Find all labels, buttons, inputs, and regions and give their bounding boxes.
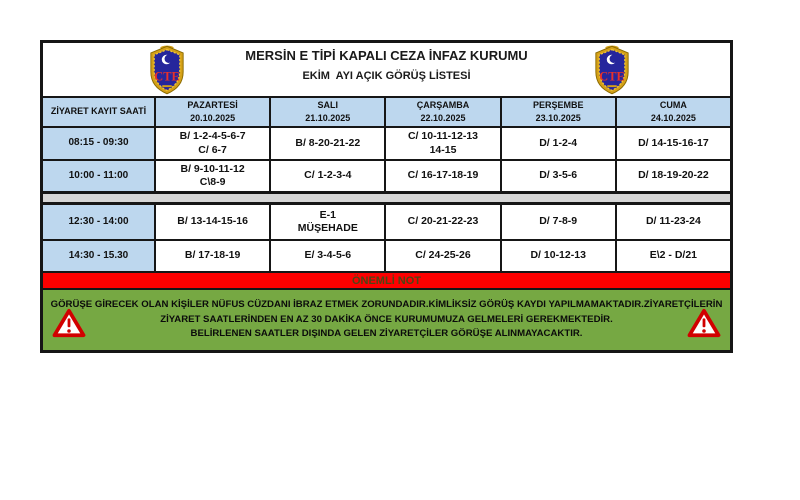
day-name: PAZARTESİ xyxy=(187,99,238,110)
day-header-friday: CUMA 24.10.2025 xyxy=(614,98,730,126)
visit-schedule-document: CTE MERSİN E TİPİ KAPALI CEZA İNFAZ KURU… xyxy=(40,40,733,353)
day-header-tuesday: SALI 21.10.2025 xyxy=(269,98,384,126)
document-subtitle: EKİM AYI AÇIK GÖRÜŞ LİSTESİ xyxy=(302,70,471,82)
notice-line: GÖRÜŞE GİRECEK OLAN KİŞİLER NÜFUS CÜZDAN… xyxy=(50,298,723,310)
schedule-cell: C/ 16-17-18-19 xyxy=(384,161,500,191)
day-name: SALI xyxy=(317,99,339,110)
schedule-cell: D/ 3-5-6 xyxy=(499,161,615,191)
time-slot-cell: 12:30 - 14:00 xyxy=(43,205,154,239)
schedule-cell: D/ 7-8-9 xyxy=(499,205,615,239)
schedule-cell: B/ 1-2-4-5-6-7 C/ 6-7 xyxy=(154,128,270,159)
banner-label: ÖNEMLİ NOT xyxy=(351,274,422,287)
schedule-cell: B/ 13-14-15-16 xyxy=(154,205,270,239)
svg-text:CTE: CTE xyxy=(599,69,624,83)
schedule-cell: B/ 17-18-19 xyxy=(154,241,270,271)
day-date: 23.10.2025 xyxy=(535,113,581,123)
day-date: 21.10.2025 xyxy=(305,113,351,123)
important-note-banner: ÖNEMLİ NOT xyxy=(43,271,730,288)
schedule-cell: C/ 24-25-26 xyxy=(384,241,500,271)
document-title: MERSİN E TİPİ KAPALI CEZA İNFAZ KURUMU xyxy=(245,48,528,63)
day-name: ÇARŞAMBA xyxy=(416,99,470,110)
svg-text:CTE: CTE xyxy=(154,69,179,83)
schedule-cell: D/ 14-15-16-17 xyxy=(614,128,730,159)
day-header-monday: PAZARTESİ 20.10.2025 xyxy=(154,98,269,126)
day-date: 24.10.2025 xyxy=(650,113,696,123)
corner-header-cell: ZİYARET KAYIT SAATİ xyxy=(50,106,147,117)
day-date: 20.10.2025 xyxy=(190,113,236,123)
table-row: 14:30 - 15.30 B/ 17-18-19 E/ 3-4-5-6 C/ … xyxy=(43,239,730,271)
schedule-cell: D/ 18-19-20-22 xyxy=(614,161,730,191)
time-slot-cell: 14:30 - 15.30 xyxy=(43,241,154,271)
cte-emblem-icon: CTE xyxy=(593,45,631,100)
time-slot-cell: 10:00 - 11:00 xyxy=(43,161,154,191)
cte-emblem-icon: CTE xyxy=(148,45,186,100)
warning-triangle-icon xyxy=(52,308,86,343)
separator-band xyxy=(43,191,730,205)
table-row: 10:00 - 11:00 B/ 9-10-11-12 C\8-9 C/ 1-2… xyxy=(43,159,730,191)
table-row: 08:15 - 09:30 B/ 1-2-4-5-6-7 C/ 6-7 B/ 8… xyxy=(43,126,730,159)
schedule-cell: E\2 - D/21 xyxy=(614,241,730,271)
schedule-cell: D/ 1-2-4 xyxy=(499,128,615,159)
day-header-thursday: PERŞEMBE 23.10.2025 xyxy=(499,98,615,126)
day-date: 22.10.2025 xyxy=(420,113,466,123)
schedule-cell: C/ 1-2-3-4 xyxy=(269,161,385,191)
table-header-row: ZİYARET KAYIT SAATİ PAZARTESİ 20.10.2025… xyxy=(43,96,730,126)
schedule-cell: C/ 20-21-22-23 xyxy=(384,205,500,239)
notice-line: ZİYARET SAATLERİNDEN EN AZ 30 DAKİKA ÖNC… xyxy=(160,313,613,325)
schedule-cell: D/ 11-23-24 xyxy=(614,205,730,239)
schedule-cell: E/ 3-4-5-6 xyxy=(269,241,385,271)
notice-section: GÖRÜŞE GİRECEK OLAN KİŞİLER NÜFUS CÜZDAN… xyxy=(43,288,730,350)
schedule-cell: B/ 8-20-21-22 xyxy=(269,128,385,159)
day-header-wednesday: ÇARŞAMBA 22.10.2025 xyxy=(384,98,499,126)
day-name: CUMA xyxy=(659,99,687,110)
schedule-cell: E-1 MÜŞEHADE xyxy=(269,205,385,239)
schedule-cell: B/ 9-10-11-12 C\8-9 xyxy=(154,161,270,191)
schedule-cell: C/ 10-11-12-13 14-15 xyxy=(384,128,500,159)
schedule-cell: D/ 10-12-13 xyxy=(499,241,615,271)
warning-triangle-icon xyxy=(687,308,721,343)
document-header: CTE MERSİN E TİPİ KAPALI CEZA İNFAZ KURU… xyxy=(43,43,730,96)
notice-line: BELİRLENEN SAATLER DIŞINDA GELEN ZİYARET… xyxy=(190,328,583,340)
time-slot-cell: 08:15 - 09:30 xyxy=(43,128,154,159)
day-name: PERŞEMBE xyxy=(532,99,584,110)
table-row: 12:30 - 14:00 B/ 13-14-15-16 E-1 MÜŞEHAD… xyxy=(43,205,730,239)
